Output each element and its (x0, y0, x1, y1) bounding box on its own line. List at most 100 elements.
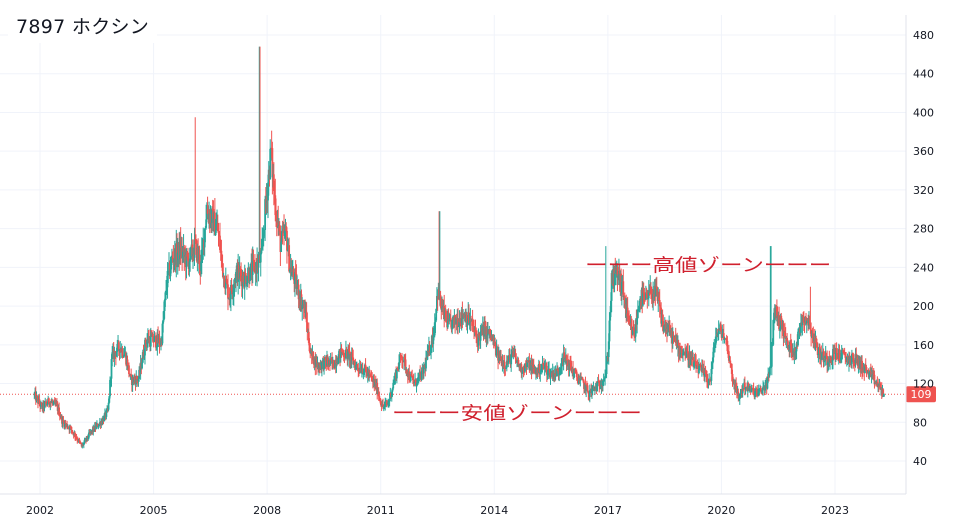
candle-body (491, 335, 494, 340)
candle-body (786, 340, 789, 349)
low-zone-annotation: ーーー安値ゾーンーーー (392, 404, 642, 425)
candle-body (332, 360, 335, 368)
candle-body (854, 353, 857, 364)
candle-body (351, 353, 354, 358)
candle-body (543, 366, 546, 368)
candle-body (263, 230, 266, 233)
candle-body (137, 378, 140, 381)
candle-body (275, 215, 277, 218)
candle-body (308, 343, 311, 352)
candle-body (826, 362, 829, 365)
candle-body (642, 292, 645, 294)
candle-body (766, 378, 769, 389)
candle-body (300, 294, 303, 310)
candle-body (125, 352, 127, 365)
x-tick-label: 2011 (367, 504, 395, 517)
candle-body (306, 322, 309, 333)
candle-body (109, 378, 112, 380)
candle-body (784, 335, 787, 339)
candle-body (382, 404, 384, 408)
candle-body (246, 277, 249, 284)
candle-body (433, 335, 435, 337)
candle-body (233, 281, 236, 287)
candle-body (330, 358, 333, 360)
candle-body (708, 379, 711, 382)
candle-body (511, 351, 513, 355)
candle-body (162, 319, 165, 324)
candle-body (211, 208, 213, 223)
candle-body (727, 351, 730, 361)
candle-body (320, 362, 323, 369)
candle-body (803, 322, 806, 324)
candle-body (543, 364, 545, 368)
candle-body (685, 348, 688, 358)
candle-body (206, 209, 209, 214)
candle-body (54, 401, 57, 405)
candle-body (748, 387, 751, 391)
candle-body (413, 382, 416, 384)
candle-body (110, 359, 113, 379)
candle-body (602, 380, 604, 386)
candle-body (572, 373, 575, 375)
candle-body (46, 403, 49, 405)
axis-layer: 40 80 120 160 200 240 280 320 360 400 440 480 2002 20… (0, 15, 934, 517)
candle-body (352, 357, 355, 364)
candle-body (682, 352, 685, 354)
candle-body (290, 267, 293, 276)
candle-body (725, 338, 728, 341)
candle-body (165, 291, 167, 293)
candle-body (817, 353, 820, 356)
candle-body (687, 359, 690, 361)
candle-body (844, 354, 847, 358)
candle-body (369, 374, 372, 376)
candle-body (711, 363, 714, 369)
candle-body (379, 401, 382, 406)
candle-body (643, 293, 646, 298)
candle-body (259, 253, 262, 263)
candle-body (780, 315, 783, 321)
candle-body (133, 378, 136, 380)
candle-body (69, 426, 71, 430)
candle-body (429, 351, 432, 354)
candle-body (70, 426, 73, 431)
candle-body (731, 373, 734, 380)
candle-body (714, 336, 717, 345)
candle-body (459, 318, 462, 323)
candle-body (103, 415, 106, 422)
candle-body (411, 376, 414, 378)
candle-body (515, 358, 518, 362)
candle-body (144, 339, 147, 344)
candle-body (582, 379, 585, 382)
candle-body (770, 346, 773, 367)
candle-body (864, 366, 866, 373)
candle-body (717, 334, 719, 336)
candle-body (353, 362, 356, 365)
candle-body (446, 315, 449, 328)
candle-body (123, 353, 126, 356)
candle-body (636, 309, 639, 318)
candle-body (181, 251, 184, 257)
candle-body (757, 390, 760, 394)
candle-body (90, 431, 93, 433)
candle-body (750, 388, 753, 393)
candle-body (719, 324, 722, 331)
candle-body (390, 391, 393, 397)
candle-body (845, 357, 848, 360)
candle-body (71, 430, 74, 432)
candle-body (403, 356, 406, 360)
candle-body (647, 298, 649, 300)
candle-body (520, 364, 523, 374)
candle-body (96, 423, 99, 428)
candle-body (658, 300, 661, 307)
high-zone-annotation: ーーー高値ゾーンーーー (585, 255, 831, 276)
candle-body (304, 304, 307, 318)
candle-body (587, 391, 590, 394)
candle-body (526, 360, 529, 367)
y-tick-label: 400 (913, 106, 934, 119)
candle-body (269, 148, 272, 180)
candle-body (565, 355, 568, 364)
candle-body (655, 286, 657, 297)
candle-body (108, 396, 111, 403)
